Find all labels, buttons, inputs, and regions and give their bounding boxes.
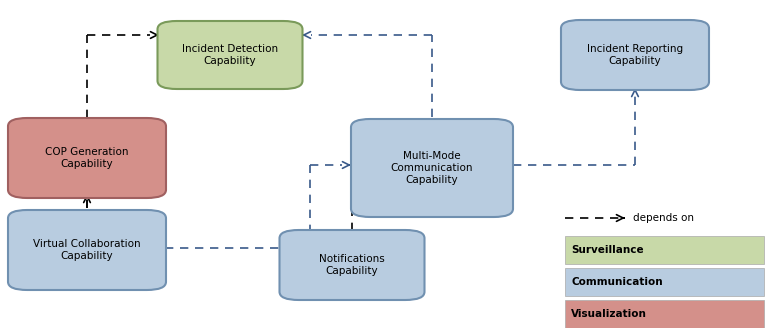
- FancyBboxPatch shape: [565, 300, 764, 328]
- Text: Multi-Mode
Communication
Capability: Multi-Mode Communication Capability: [391, 152, 473, 185]
- Text: COP Generation
Capability: COP Generation Capability: [45, 147, 128, 169]
- Text: Notifications
Capability: Notifications Capability: [319, 254, 384, 276]
- Text: Communication: Communication: [571, 277, 663, 287]
- FancyBboxPatch shape: [565, 268, 764, 296]
- Text: Virtual Collaboration
Capability: Virtual Collaboration Capability: [33, 239, 141, 261]
- Text: Incident Detection
Capability: Incident Detection Capability: [182, 44, 278, 66]
- Text: Incident Reporting
Capability: Incident Reporting Capability: [587, 44, 683, 66]
- Text: depends on: depends on: [633, 213, 694, 223]
- FancyBboxPatch shape: [158, 21, 302, 89]
- FancyBboxPatch shape: [8, 118, 166, 198]
- Text: Surveillance: Surveillance: [571, 245, 644, 255]
- FancyBboxPatch shape: [561, 20, 709, 90]
- FancyBboxPatch shape: [8, 210, 166, 290]
- FancyBboxPatch shape: [351, 119, 513, 217]
- FancyBboxPatch shape: [565, 236, 764, 264]
- FancyBboxPatch shape: [279, 230, 424, 300]
- Text: Visualization: Visualization: [571, 309, 647, 319]
